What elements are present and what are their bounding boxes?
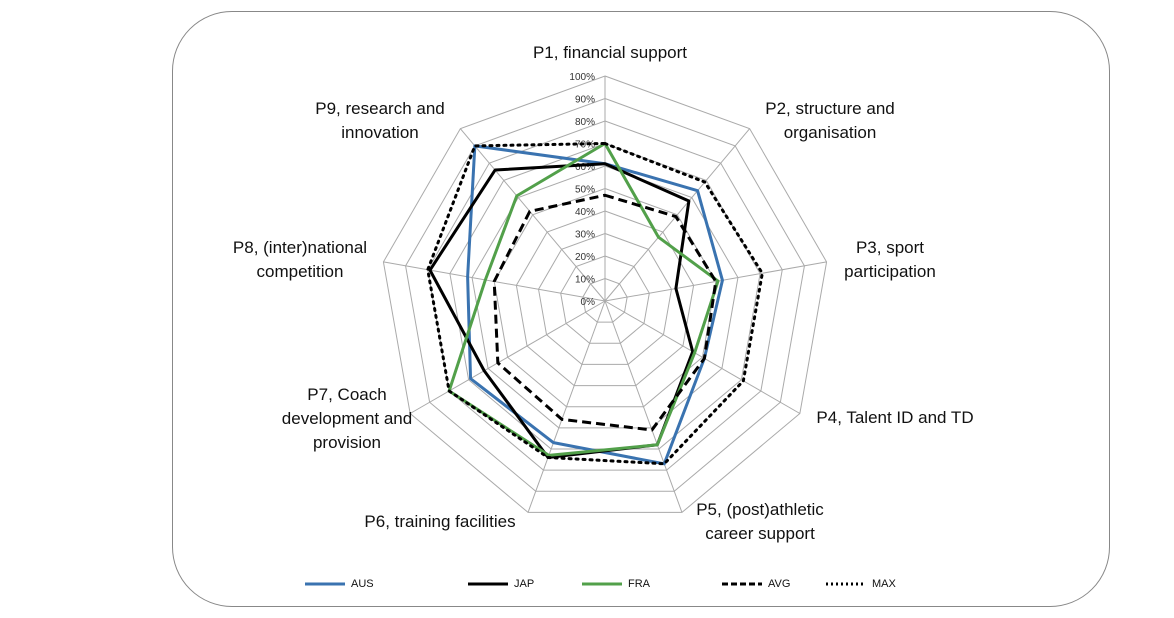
legend-swatch — [722, 582, 762, 586]
grid-spoke — [604, 300, 801, 414]
axis-label-p5: P5, (post)athletic career support — [696, 500, 824, 543]
grid-ring — [560, 255, 650, 344]
axis-label-p1: P1, financial support — [532, 43, 688, 62]
grid-spoke — [409, 300, 606, 414]
legend-item-max: MAX — [826, 578, 896, 590]
legend-swatch — [305, 582, 345, 586]
tick-label: 50% — [575, 185, 595, 196]
grid-ring — [427, 120, 783, 471]
tick-label: 80% — [575, 117, 595, 128]
grid-spoke — [459, 128, 606, 302]
grid-ring — [538, 232, 672, 365]
legend-swatch — [582, 582, 622, 586]
tick-label: 40% — [575, 207, 595, 218]
grid-ring — [405, 97, 805, 492]
tick-label: 0% — [581, 297, 596, 308]
tick-label: 90% — [575, 95, 595, 106]
tick-label: 60% — [575, 162, 595, 173]
tick-label: 20% — [575, 252, 595, 263]
grid-ring — [515, 210, 695, 387]
axis-label-p6: P6, training facilities — [364, 512, 516, 531]
series-fra-line — [447, 142, 720, 457]
series-avg-line — [492, 193, 718, 432]
legend-item-jap: JAP — [468, 578, 534, 590]
legend-swatch — [468, 582, 508, 586]
legend-item-fra: FRA — [582, 578, 650, 590]
axis-label-p3: P3, sport participation — [844, 238, 936, 281]
axis-label-p9: P9, research and innovation — [315, 99, 445, 142]
legend-swatch — [826, 582, 866, 586]
tick-label: 100% — [569, 72, 595, 83]
legend-label: MAX — [872, 578, 896, 590]
grid-spoke — [604, 128, 751, 302]
axis-label-p8: P8, (inter)national competition — [232, 238, 368, 281]
legend-label: AVG — [768, 578, 791, 590]
grid-spoke — [527, 300, 606, 513]
legend-label: JAP — [514, 578, 535, 590]
grid-ring — [471, 165, 739, 429]
axis-label-p7: P7, Coach development and provision — [281, 385, 413, 452]
grid-spoke — [604, 300, 683, 513]
legend-label: FRA — [628, 578, 650, 590]
grid-spoke — [604, 261, 827, 302]
legend-item-aus: AUS — [305, 578, 374, 590]
series-aus-line — [466, 144, 724, 466]
tick-label: 30% — [575, 230, 595, 241]
grid-ring — [493, 187, 717, 408]
legend-item-avg: AVG — [722, 578, 790, 590]
grid-ring — [382, 75, 828, 513]
series-max-line — [426, 142, 764, 466]
axis-label-p2: P2, structure and organisation — [765, 99, 895, 142]
grid-ring — [582, 277, 628, 323]
legend-label: AUS — [351, 578, 374, 590]
axis-label-p4: P4, Talent ID and TD — [816, 408, 974, 427]
tick-label: 70% — [575, 140, 595, 151]
chart-frame — [172, 11, 1110, 607]
tick-label: 10% — [575, 275, 595, 286]
